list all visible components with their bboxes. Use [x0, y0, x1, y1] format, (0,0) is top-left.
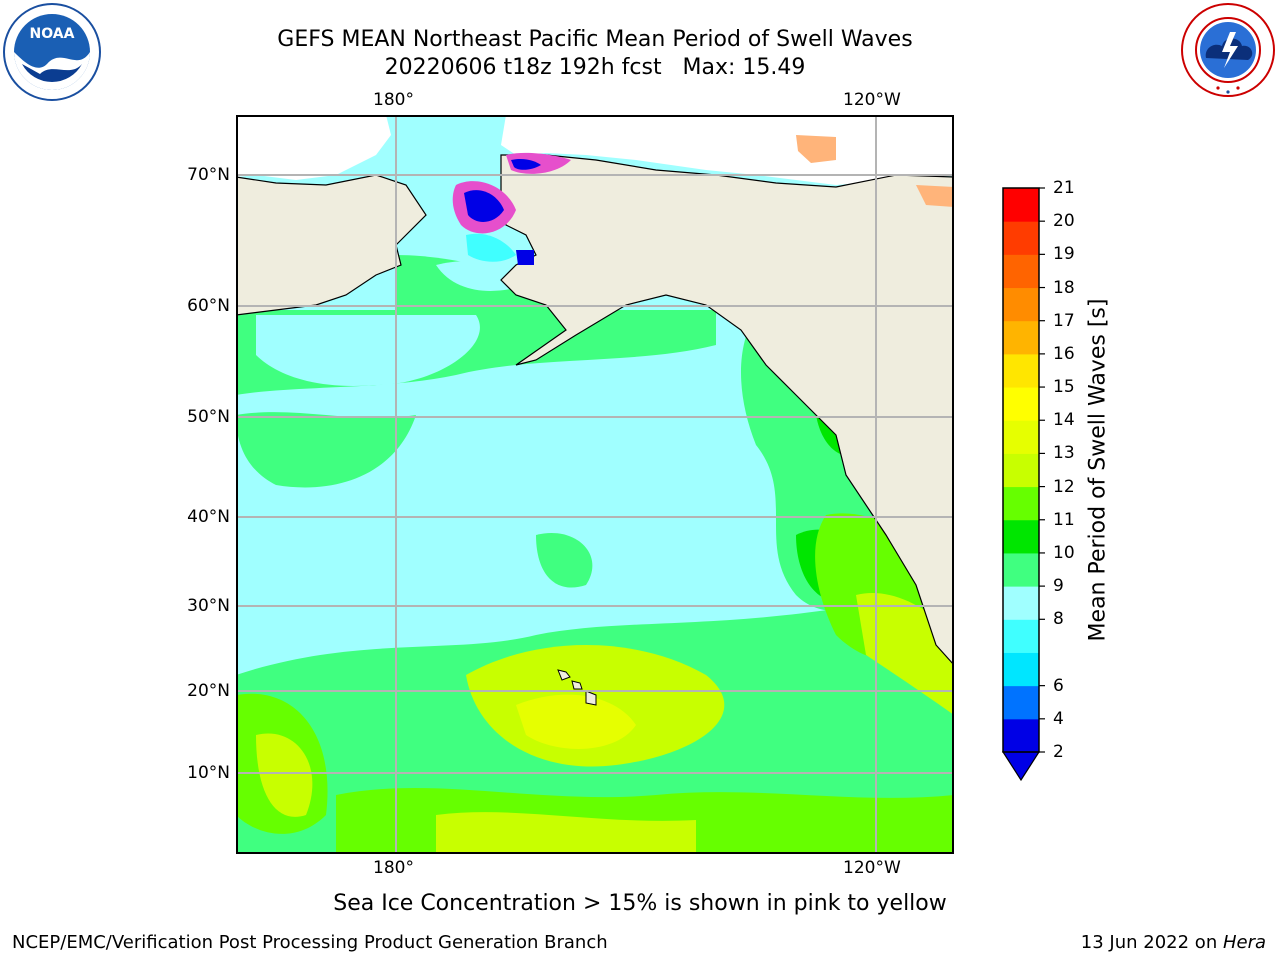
- colorbar-tick-label: 19: [1053, 244, 1075, 265]
- colorbar-bin: [1003, 586, 1039, 620]
- colorbar-tick-label: 11: [1053, 509, 1075, 530]
- colorbar-bin: [1003, 188, 1039, 222]
- colorbar-bin: [1003, 552, 1039, 587]
- colorbar-bin: [1003, 718, 1039, 753]
- colorbar-bin: [1003, 353, 1039, 388]
- colorbar-label: Mean Period of Swell Waves [s]: [1085, 298, 1111, 642]
- colorbar-tick-label: 15: [1053, 377, 1075, 398]
- colorbar-bin: [1003, 221, 1039, 255]
- lat-label-60n: 60°N: [187, 296, 230, 316]
- colorbar-frame: [1002, 187, 1040, 753]
- colorbar-tick-label: 8: [1053, 609, 1064, 630]
- colorbar-bin: [1003, 287, 1039, 322]
- colorbar-bins: [1003, 188, 1039, 753]
- map-subtitle: 20220606 t18z 192h fcst Max: 15.49: [384, 55, 806, 80]
- lat-label-10n: 10°N: [187, 763, 230, 783]
- footer-date: 13 Jun 2022 on Hera: [1081, 932, 1266, 954]
- colorbar-bin: [1003, 420, 1039, 454]
- colorbar-bin: [1003, 619, 1039, 653]
- colorbar-bin: [1003, 652, 1039, 687]
- colorbar-tick-label: 9: [1053, 576, 1064, 597]
- colorbar-tick-label: 13: [1053, 443, 1075, 464]
- lon-label-top-180: 180°: [373, 90, 414, 110]
- nws-logo: [1181, 3, 1275, 97]
- colorbar-bin: [1003, 320, 1039, 355]
- colorbar-tick-label: 12: [1053, 476, 1075, 497]
- colorbar-tick-label: 21: [1053, 178, 1075, 198]
- lon-label-bottom-180: 180°: [373, 858, 414, 878]
- colorbar-bin: [1003, 387, 1039, 421]
- colorbar-tick-label: 4: [1053, 708, 1064, 729]
- colorbar-bin: [1003, 486, 1039, 521]
- lat-label-50n: 50°N: [187, 407, 230, 427]
- colorbar-bin: [1003, 453, 1039, 488]
- colorbar-tick-label: 6: [1053, 675, 1064, 696]
- lat-label-40n: 40°N: [187, 507, 230, 527]
- colorbar-tick-label: 10: [1053, 542, 1075, 563]
- swell-period-map: [236, 115, 954, 854]
- colorbar-bin: [1003, 254, 1039, 289]
- colorbar-tick-label: 18: [1053, 277, 1075, 298]
- graticule: [236, 115, 954, 854]
- colorbar-tick-label: 20: [1053, 211, 1075, 232]
- lat-label-20n: 20°N: [187, 681, 230, 701]
- noaa-logo-text: NOAA: [30, 26, 75, 42]
- lat-label-70n: 70°N: [187, 165, 230, 185]
- sea-ice-note: Sea Ice Concentration > 15% is shown in …: [333, 891, 947, 916]
- colorbar-under-arrow: [1001, 751, 1041, 782]
- map-frame: [236, 115, 954, 854]
- colorbar-tick-label: 14: [1053, 410, 1075, 431]
- colorbar-bin: [1003, 685, 1039, 720]
- map-title: GEFS MEAN Northeast Pacific Mean Period …: [277, 27, 913, 52]
- colorbar: [1001, 187, 1045, 782]
- footer-credit: NCEP/EMC/Verification Post Processing Pr…: [12, 932, 608, 953]
- noaa-logo: NOAA: [3, 3, 101, 101]
- colorbar-tick-label: 2: [1053, 742, 1064, 762]
- lon-label-top-120w: 120°W: [843, 90, 901, 110]
- lon-label-bottom-120w: 120°W: [843, 858, 901, 878]
- footer-machine: Hera: [1222, 932, 1266, 953]
- lat-label-30n: 30°N: [187, 596, 230, 616]
- colorbar-bin: [1003, 519, 1039, 554]
- colorbar-tick-label: 17: [1053, 310, 1075, 331]
- colorbar-tick-label: 16: [1053, 343, 1075, 364]
- footer-date-text: 13 Jun 2022 on: [1080, 932, 1223, 953]
